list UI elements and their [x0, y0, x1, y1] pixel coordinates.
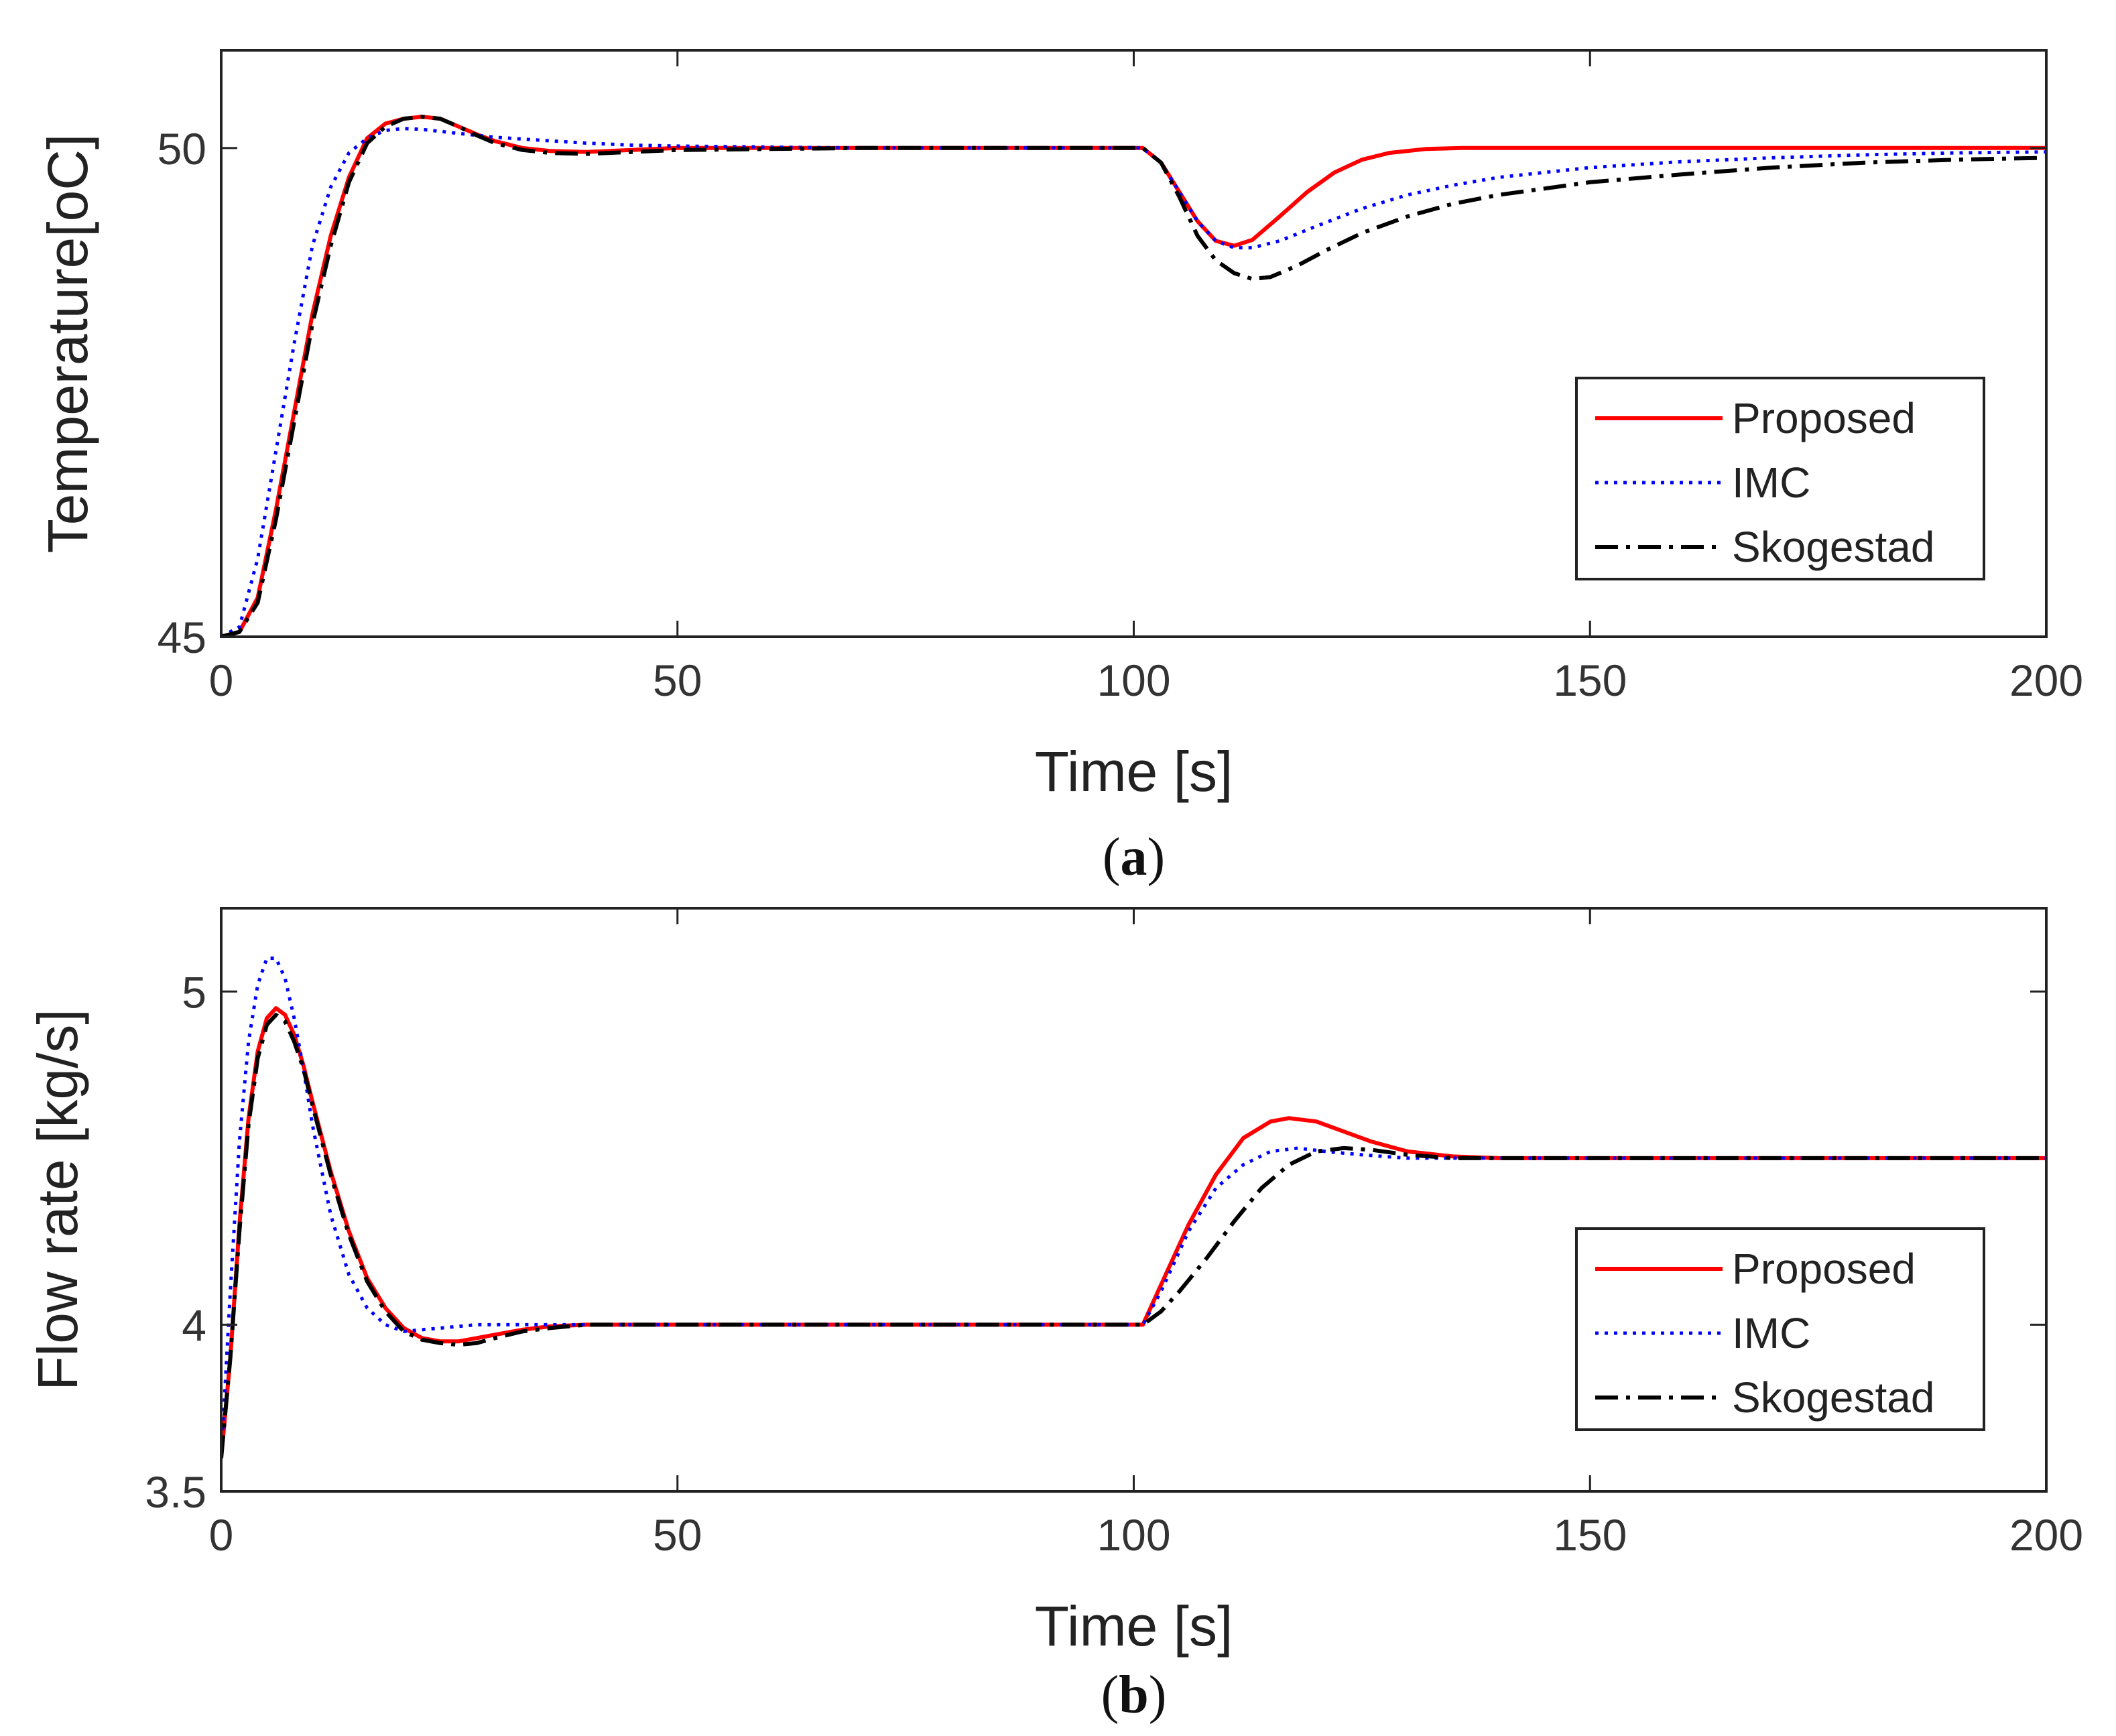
legend-a: Proposed IMC Skogestad: [1575, 377, 1985, 580]
x-tick-label-b: 50: [653, 1510, 702, 1560]
x-tick-label-a: 100: [1097, 656, 1170, 705]
series-line-imc-a: [221, 127, 2046, 637]
y-axis-label-b: Flow rate [kg/s]: [26, 1009, 89, 1391]
y-axis-label-a: Temperature[oC]: [36, 134, 99, 554]
caption-b: (b): [1101, 1666, 1167, 1725]
legend-b: Proposed IMC Skogestad: [1575, 1227, 1985, 1431]
chart-panel-b: 0 50 100 150 200 3.5 4 5 Time [s] Flow rate [kg…: [26, 907, 2083, 1725]
x-tick-label-b: 150: [1553, 1510, 1627, 1560]
legend-label-imc-a: IMC: [1732, 458, 1810, 507]
series-layer-a: [221, 115, 2046, 637]
y-tick-label-b: 4: [182, 1300, 206, 1350]
x-tick-label-a: 150: [1553, 656, 1627, 705]
x-axis-label-b: Time [s]: [1035, 1595, 1233, 1658]
legend-label-imc-b: IMC: [1732, 1309, 1810, 1357]
y-tick-label-b: 3.5: [145, 1467, 206, 1517]
x-tick-label-a: 50: [653, 656, 702, 705]
chart-panel-a: 0 50 100 150 200 45 50 Time [s] Temperature[oC…: [36, 49, 2083, 887]
legend-label-proposed-b: Proposed: [1732, 1245, 1916, 1293]
y-tick-label-b: 5: [182, 967, 206, 1017]
legend-label-skogestad-a: Skogestad: [1732, 523, 1934, 571]
legend-label-skogestad-b: Skogestad: [1732, 1373, 1934, 1422]
x-tick-label-b: 200: [2009, 1510, 2083, 1560]
y-tick-label-a: 45: [158, 613, 206, 662]
legend-label-proposed-a: Proposed: [1732, 394, 1916, 442]
ticks-a: 0 50 100 150 200 45 50: [158, 50, 2083, 705]
x-tick-label-b: 0: [209, 1510, 234, 1560]
series-line-skogestad-a: [221, 115, 2046, 637]
ticks-b: 0 50 100 150 200 3.5 4 5: [145, 908, 2083, 1560]
x-axis-label-a: Time [s]: [1035, 740, 1233, 803]
x-tick-label-b: 100: [1097, 1510, 1170, 1560]
series-line-skogestad-b: [221, 1013, 2046, 1459]
series-layer-b: [221, 956, 2046, 1459]
caption-letter-a: a: [1121, 828, 1147, 887]
x-tick-label-a: 200: [2009, 656, 2083, 705]
caption-letter-b: b: [1119, 1666, 1149, 1725]
caption-a: (a): [1103, 828, 1165, 887]
legend-box-a: [1575, 377, 1985, 580]
x-tick-label-a: 0: [209, 656, 234, 705]
y-tick-label-a: 50: [158, 124, 206, 174]
